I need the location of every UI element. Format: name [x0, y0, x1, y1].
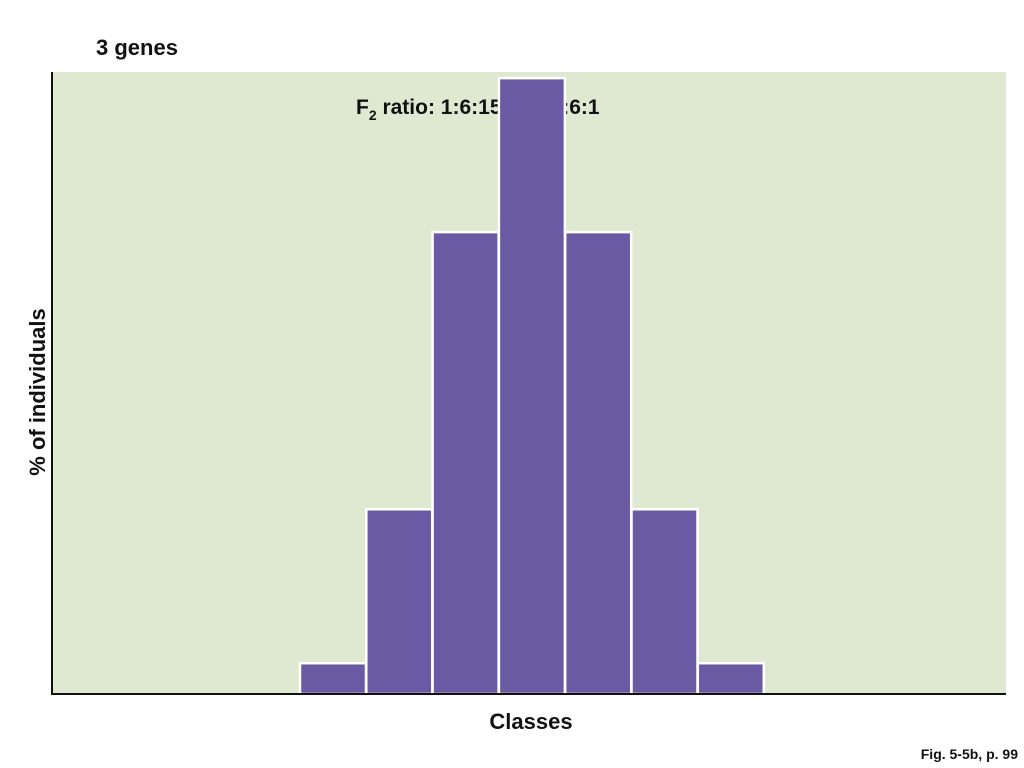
x-axis-label: Classes: [489, 709, 572, 734]
bar-class-6: [630, 507, 699, 696]
ratio-annotation-subscript: 2: [369, 107, 377, 123]
bar-class-7: [696, 661, 766, 696]
bar-class-2: [365, 507, 434, 696]
ratio-annotation-prefix: F: [356, 96, 369, 119]
bar-class-4: [497, 76, 567, 696]
ratio-annotation-text: ratio: 1:6:15:20:15:6:1: [377, 96, 600, 119]
bar-class-1: [298, 661, 368, 696]
chart-title: 3 genes: [96, 35, 178, 60]
bars-group: [298, 76, 766, 696]
y-axis-label: % of individuals: [25, 308, 50, 475]
bar-class-3: [431, 230, 500, 696]
bar-class-5: [563, 230, 633, 696]
figure-caption: Fig. 5-5b, p. 99: [921, 746, 1018, 762]
